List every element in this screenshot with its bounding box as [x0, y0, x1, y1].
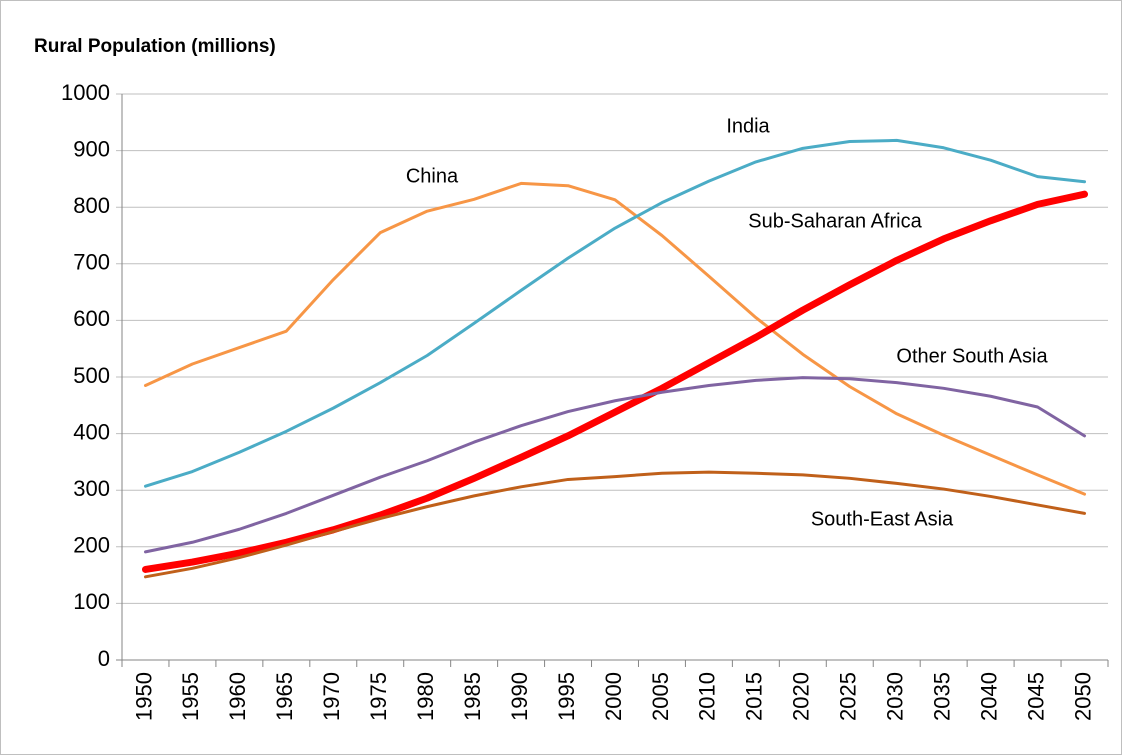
series-line	[143, 376, 1087, 554]
x-tick-label: 2025	[836, 672, 861, 721]
x-tick-label: 2050	[1070, 672, 1095, 721]
y-tick-label: 300	[73, 476, 110, 501]
series-line	[143, 181, 1087, 496]
x-tick-label: 1960	[225, 672, 250, 721]
x-tick-label: 2045	[1023, 672, 1048, 721]
x-tick-label: 1975	[366, 672, 391, 721]
series-line	[141, 190, 1089, 573]
series-line	[143, 470, 1087, 579]
y-tick-label: 700	[73, 250, 110, 275]
y-tick-label: 0	[98, 646, 110, 671]
chart-title: Rural Population (millions)	[34, 36, 276, 57]
x-tick-label: 1955	[178, 672, 203, 721]
x-tick-label: 2035	[929, 672, 954, 721]
series-label: South-East Asia	[811, 508, 954, 530]
y-tick-label: 400	[73, 419, 110, 444]
series-label: China	[406, 165, 459, 187]
x-tick-label: 1995	[554, 672, 579, 721]
x-tick-label: 2005	[648, 672, 673, 721]
x-tick-label: 1990	[507, 672, 532, 721]
x-tick-label: 1985	[460, 672, 485, 721]
y-tick-label: 1000	[61, 80, 110, 105]
x-tick-label: 1965	[272, 672, 297, 721]
y-tick-label: 500	[73, 363, 110, 388]
x-tick-label: 2000	[601, 672, 626, 721]
x-tick-label: 1950	[131, 672, 156, 721]
series-line	[143, 138, 1087, 488]
x-tick-label: 2030	[883, 672, 908, 721]
y-tick-label: 800	[73, 193, 110, 218]
series-label: India	[726, 115, 770, 137]
x-tick-label: 2010	[695, 672, 720, 721]
series-label: Other South Asia	[896, 345, 1048, 367]
x-tick-label: 1980	[413, 672, 438, 721]
x-tick-label: 2020	[789, 672, 814, 721]
y-tick-label: 900	[73, 136, 110, 161]
x-tick-label: 2040	[976, 672, 1001, 721]
y-tick-label: 200	[73, 533, 110, 558]
x-tick-label: 1970	[319, 672, 344, 721]
series-label: Sub-Saharan Africa	[748, 210, 922, 232]
y-tick-label: 600	[73, 306, 110, 331]
x-tick-label: 2015	[742, 672, 767, 721]
y-tick-label: 100	[73, 589, 110, 614]
